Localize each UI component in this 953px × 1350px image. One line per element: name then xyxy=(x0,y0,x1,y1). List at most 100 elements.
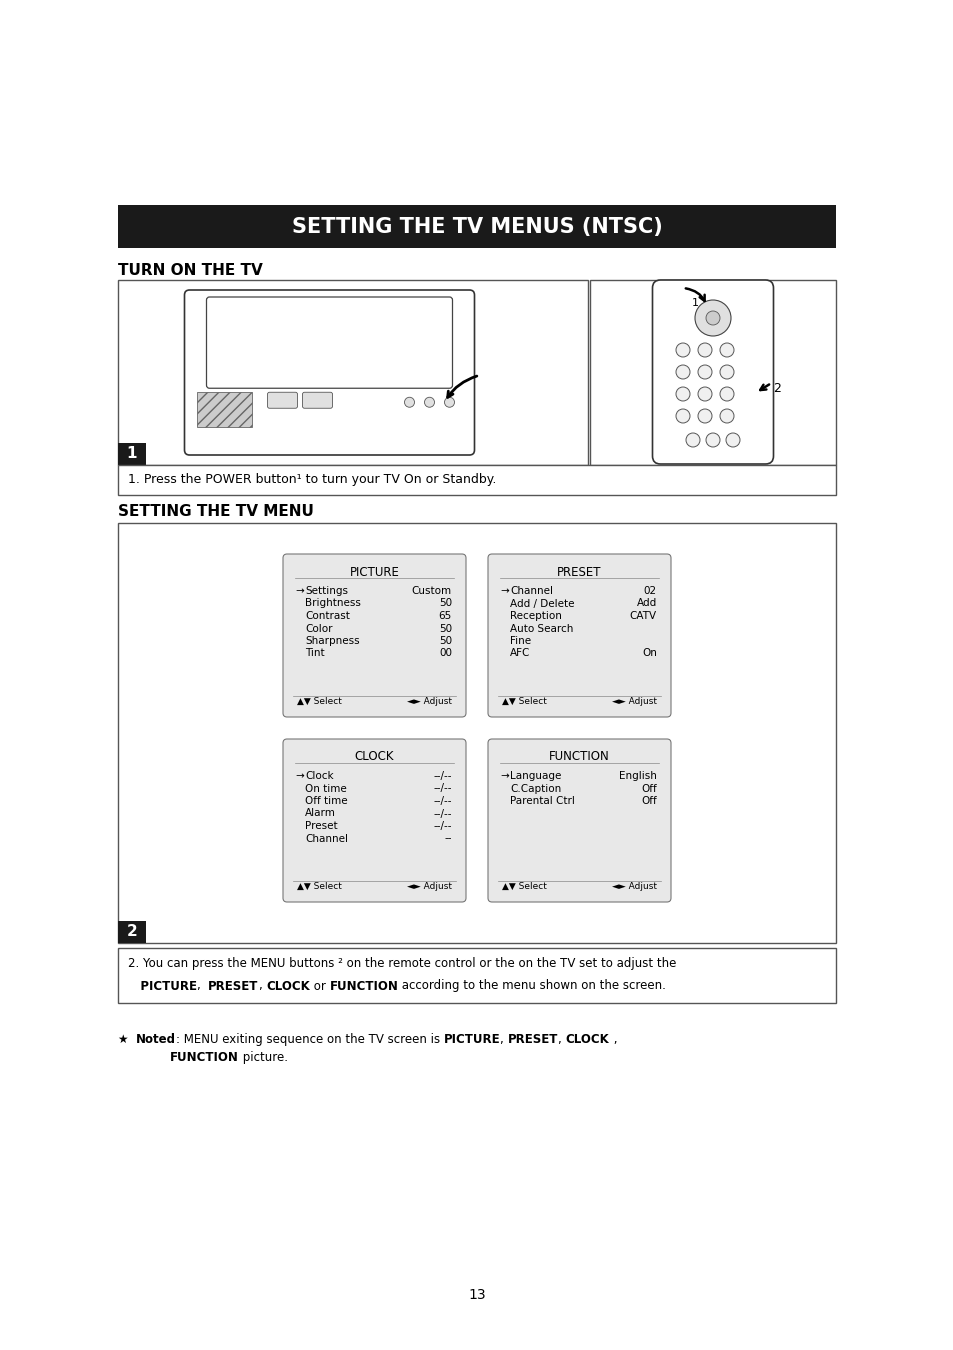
Text: --/--: --/-- xyxy=(433,821,452,832)
Text: →: → xyxy=(294,771,303,782)
Text: Alarm: Alarm xyxy=(305,809,335,818)
Text: Tint: Tint xyxy=(305,648,324,659)
Text: SETTING THE TV MENU: SETTING THE TV MENU xyxy=(118,504,314,518)
Text: ,: , xyxy=(558,1033,565,1046)
Circle shape xyxy=(698,409,711,423)
Text: Sharpness: Sharpness xyxy=(305,636,359,647)
Circle shape xyxy=(685,433,700,447)
Bar xyxy=(118,464,835,495)
Circle shape xyxy=(676,387,689,401)
Text: --: -- xyxy=(444,833,452,844)
Text: CLOCK: CLOCK xyxy=(565,1033,609,1046)
Text: ▲▼ Select: ▲▼ Select xyxy=(501,882,546,891)
Circle shape xyxy=(695,300,730,336)
Bar xyxy=(118,948,835,1003)
Text: 2: 2 xyxy=(773,382,781,394)
Circle shape xyxy=(698,387,711,401)
Circle shape xyxy=(705,433,720,447)
Text: 65: 65 xyxy=(438,612,452,621)
Text: FUNCTION: FUNCTION xyxy=(549,751,609,764)
Text: →: → xyxy=(499,771,508,782)
Text: ★: ★ xyxy=(118,1033,136,1046)
Text: SETTING THE TV MENUS (NTSC): SETTING THE TV MENUS (NTSC) xyxy=(292,216,661,236)
Circle shape xyxy=(424,397,434,408)
Text: FUNCTION: FUNCTION xyxy=(329,980,398,992)
Text: PICTURE: PICTURE xyxy=(349,566,399,579)
Text: Language: Language xyxy=(510,771,560,782)
Text: TURN ON THE TV: TURN ON THE TV xyxy=(118,263,262,278)
Text: 1: 1 xyxy=(691,298,698,308)
Circle shape xyxy=(676,364,689,379)
FancyBboxPatch shape xyxy=(283,738,465,902)
Text: or: or xyxy=(310,980,329,992)
Text: CATV: CATV xyxy=(629,612,657,621)
Text: Preset: Preset xyxy=(305,821,337,832)
FancyBboxPatch shape xyxy=(488,738,670,902)
Text: ,: , xyxy=(196,980,208,992)
Text: AFC: AFC xyxy=(510,648,530,659)
Text: ▲▼ Select: ▲▼ Select xyxy=(501,697,546,706)
Text: PRESET: PRESET xyxy=(208,980,258,992)
Text: ◄► Adjust: ◄► Adjust xyxy=(612,882,657,891)
Circle shape xyxy=(444,397,454,408)
Text: Brightness: Brightness xyxy=(305,598,360,609)
Text: Clock: Clock xyxy=(305,771,334,782)
FancyBboxPatch shape xyxy=(206,297,452,389)
Text: C.Caption: C.Caption xyxy=(510,783,560,794)
Text: ◄► Adjust: ◄► Adjust xyxy=(407,697,452,706)
Text: ◄► Adjust: ◄► Adjust xyxy=(407,882,452,891)
Text: ▲▼ Select: ▲▼ Select xyxy=(296,697,341,706)
Text: according to the menu shown on the screen.: according to the menu shown on the scree… xyxy=(398,980,665,992)
Circle shape xyxy=(720,364,733,379)
FancyBboxPatch shape xyxy=(488,554,670,717)
Text: Off: Off xyxy=(640,783,657,794)
FancyBboxPatch shape xyxy=(283,554,465,717)
Text: PRESET: PRESET xyxy=(557,566,601,579)
Text: 02: 02 xyxy=(643,586,657,595)
Text: On time: On time xyxy=(305,783,346,794)
Text: English: English xyxy=(618,771,657,782)
Text: 50: 50 xyxy=(438,598,452,609)
Text: 2: 2 xyxy=(127,925,137,940)
Text: picture.: picture. xyxy=(238,1052,288,1064)
Text: Channel: Channel xyxy=(510,586,553,595)
Bar xyxy=(118,443,146,464)
Bar xyxy=(118,522,835,944)
Text: PICTURE: PICTURE xyxy=(443,1033,500,1046)
Text: Auto Search: Auto Search xyxy=(510,624,573,633)
FancyBboxPatch shape xyxy=(302,393,333,408)
Text: Channel: Channel xyxy=(305,833,348,844)
Circle shape xyxy=(705,310,720,325)
Bar xyxy=(118,921,146,944)
Bar xyxy=(118,205,835,248)
Text: Off: Off xyxy=(640,796,657,806)
Circle shape xyxy=(720,409,733,423)
Text: Color: Color xyxy=(305,624,333,633)
Text: Add / Delete: Add / Delete xyxy=(510,598,574,609)
Circle shape xyxy=(676,409,689,423)
Text: ◄► Adjust: ◄► Adjust xyxy=(612,697,657,706)
Text: --/--: --/-- xyxy=(433,771,452,782)
Circle shape xyxy=(725,433,740,447)
Text: FUNCTION: FUNCTION xyxy=(170,1052,238,1064)
Text: 1. Press the POWER button¹ to turn your TV On or Standby.: 1. Press the POWER button¹ to turn your … xyxy=(128,474,496,486)
Text: PICTURE: PICTURE xyxy=(128,980,196,992)
Text: ,: , xyxy=(258,980,266,992)
Text: ,: , xyxy=(609,1033,617,1046)
Text: : MENU exiting sequence on the TV screen is: : MENU exiting sequence on the TV screen… xyxy=(175,1033,443,1046)
Text: Reception: Reception xyxy=(510,612,561,621)
Circle shape xyxy=(698,364,711,379)
Circle shape xyxy=(720,387,733,401)
Text: →: → xyxy=(294,586,303,595)
Bar xyxy=(118,279,587,464)
Text: Off time: Off time xyxy=(305,796,347,806)
Text: --/--: --/-- xyxy=(433,809,452,818)
Circle shape xyxy=(698,343,711,356)
Text: ▲▼ Select: ▲▼ Select xyxy=(296,882,341,891)
Circle shape xyxy=(404,397,414,408)
Bar xyxy=(197,393,253,427)
Text: PRESET: PRESET xyxy=(507,1033,558,1046)
Text: Fine: Fine xyxy=(510,636,531,647)
Text: Settings: Settings xyxy=(305,586,348,595)
Text: ,: , xyxy=(500,1033,507,1046)
